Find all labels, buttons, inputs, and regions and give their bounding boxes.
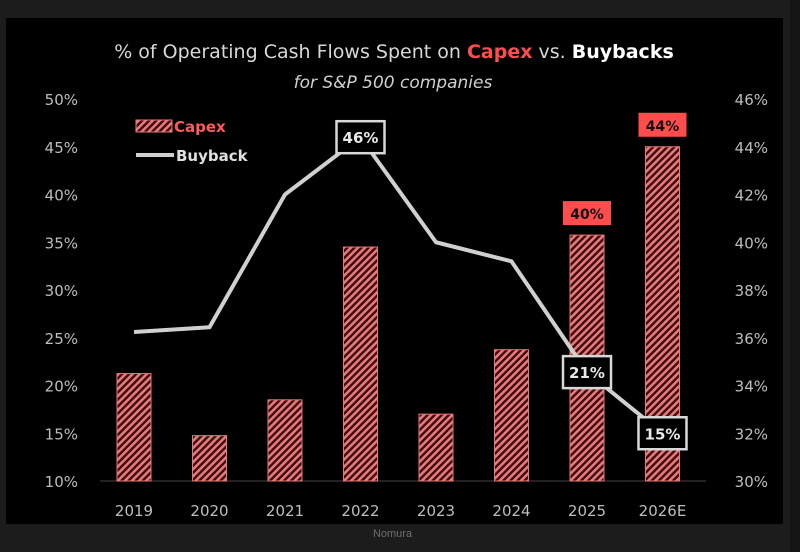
right-tick-label: 46% bbox=[735, 91, 768, 109]
right-tick-label: 32% bbox=[735, 425, 768, 443]
right-tick-label: 34% bbox=[735, 378, 768, 396]
x-tick-label: 2025 bbox=[568, 502, 606, 520]
left-tick-label: 30% bbox=[45, 282, 78, 300]
left-tick-label: 10% bbox=[45, 473, 78, 491]
title-part: vs. bbox=[532, 41, 571, 63]
left-tick-label: 50% bbox=[45, 91, 78, 109]
legend-capex-swatch bbox=[135, 119, 173, 133]
capex-data-label: 44% bbox=[646, 119, 680, 135]
right-tick-label: 44% bbox=[735, 139, 768, 157]
x-tick-label: 2023 bbox=[417, 502, 455, 520]
buyback-data-label: 15% bbox=[645, 425, 681, 443]
x-tick-label: 2021 bbox=[266, 502, 304, 520]
title-part: % of Operating Cash Flows Spent on bbox=[114, 41, 467, 63]
left-tick-label: 40% bbox=[45, 187, 78, 205]
capex-bar bbox=[116, 373, 152, 482]
capex-bar bbox=[192, 435, 227, 482]
capex-data-label-box bbox=[563, 201, 611, 226]
buyback-data-label-box bbox=[561, 354, 613, 390]
x-tick-label: 2022 bbox=[341, 502, 379, 520]
right-tick-label: 42% bbox=[735, 187, 768, 205]
capex-bar bbox=[418, 413, 454, 482]
right-tick-label: 40% bbox=[735, 234, 768, 252]
capex-bar bbox=[267, 399, 303, 482]
title-part: Buybacks bbox=[572, 41, 674, 63]
left-tick-label: 20% bbox=[45, 378, 78, 396]
x-tick-label: 2020 bbox=[190, 502, 228, 520]
chart: % of Operating Cash Flows Spent on Capex… bbox=[45, 41, 768, 520]
left-tick-label: 35% bbox=[45, 234, 78, 252]
x-tick-label: 2024 bbox=[492, 502, 530, 520]
capex-bar bbox=[343, 246, 378, 482]
chart-subtitle: for S&P 500 companies bbox=[294, 73, 493, 93]
capex-data-label: 40% bbox=[570, 207, 604, 223]
legend-buyback-label: Buyback bbox=[176, 147, 249, 165]
x-tick-label: 2019 bbox=[115, 502, 153, 520]
capex-data-label-box bbox=[638, 112, 687, 137]
left-tick-label: 25% bbox=[45, 330, 78, 348]
title-part: Capex bbox=[467, 41, 533, 63]
x-tick-label: 2026E bbox=[639, 502, 687, 520]
page-edge bbox=[790, 0, 800, 552]
buyback-data-label: 46% bbox=[343, 129, 379, 147]
source-caption: Nomura bbox=[372, 528, 413, 540]
buyback-data-label: 21% bbox=[569, 364, 605, 382]
right-tick-label: 36% bbox=[735, 330, 768, 348]
legend: Capex Buyback bbox=[135, 118, 249, 165]
buyback-data-label-box bbox=[637, 416, 688, 451]
chart-title: % of Operating Cash Flows Spent on Capex… bbox=[114, 41, 674, 63]
legend-capex-label: Capex bbox=[174, 118, 226, 136]
buyback-line bbox=[133, 135, 664, 435]
right-tick-label: 30% bbox=[735, 473, 768, 491]
left-tick-label: 45% bbox=[45, 139, 78, 157]
buyback-data-label-box bbox=[335, 119, 386, 155]
right-tick-label: 38% bbox=[735, 282, 768, 300]
chart-panel: % of Operating Cash Flows Spent on Capex… bbox=[6, 18, 783, 524]
capex-bar bbox=[494, 349, 529, 482]
left-tick-label: 15% bbox=[45, 425, 78, 443]
